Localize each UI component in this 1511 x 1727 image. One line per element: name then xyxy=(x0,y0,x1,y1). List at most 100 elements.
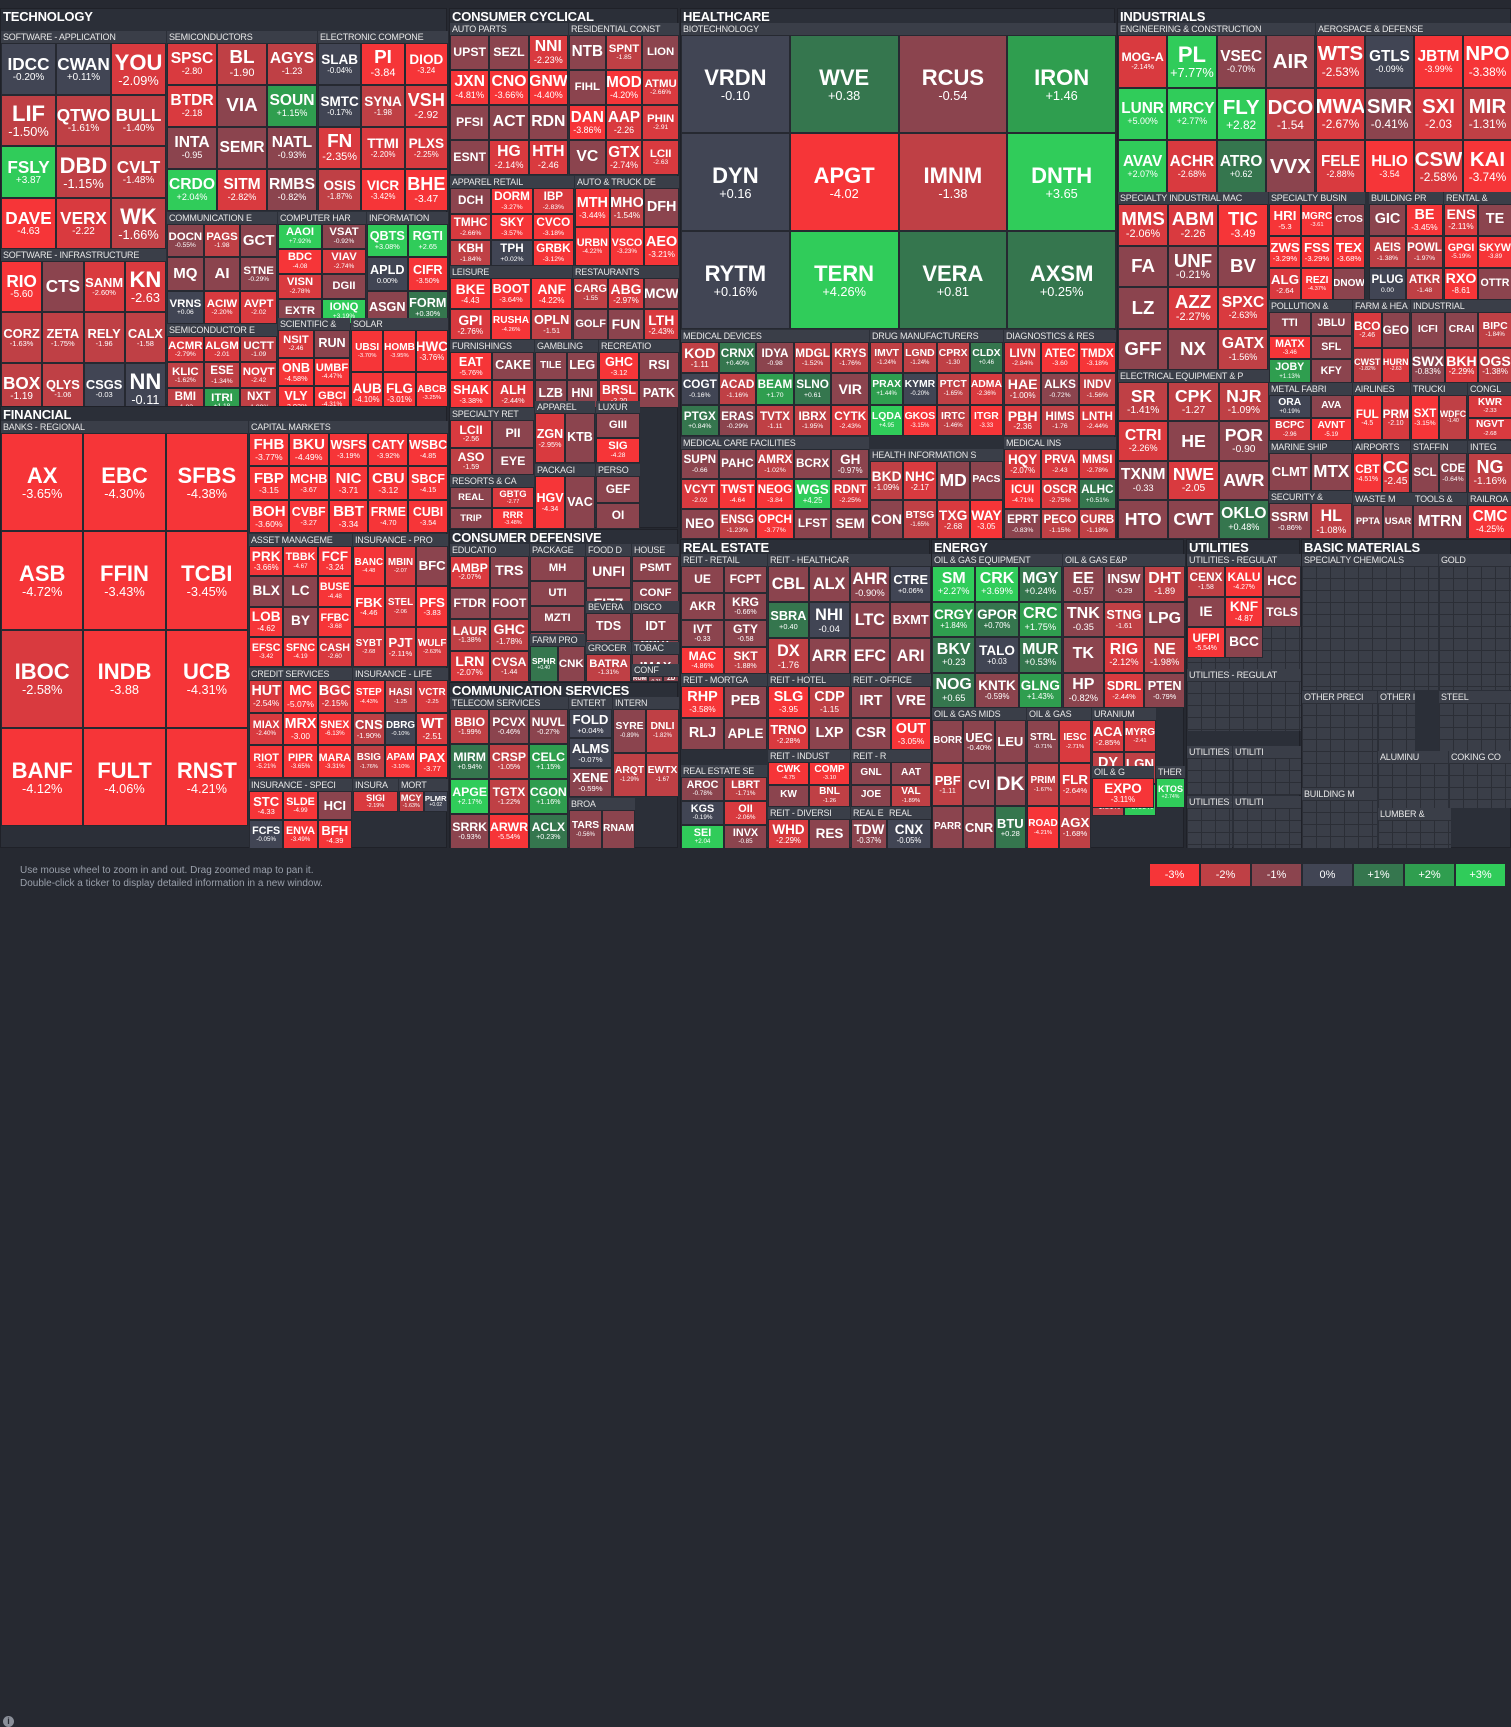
ticker-tile[interactable]: LEG xyxy=(566,352,598,380)
ticker-tile[interactable]: CUBI -3.54 xyxy=(408,499,448,533)
ticker-tile[interactable]: KW xyxy=(768,784,809,807)
ticker-tile[interactable]: AEO -3.21% xyxy=(644,227,679,266)
ticker-tile[interactable]: VAC xyxy=(565,476,595,529)
ticker-tile[interactable]: GIC xyxy=(1369,204,1406,236)
ticker-tile[interactable]: DAN -3.86% xyxy=(569,105,606,140)
ticker-tile[interactable]: CWK -4.75 xyxy=(768,762,809,785)
ticker-tile[interactable]: JBTM -3.99% xyxy=(1414,35,1463,88)
ticker-tile[interactable]: CPRX -1.30 xyxy=(936,342,970,374)
industry-group[interactable]: NSIT-2.46RUNONB-4.58%UMBF-4.47%VLY-3.93%… xyxy=(278,318,350,414)
industry-group[interactable]: GNL AAT JOE VAL -1.89% REIT - R xyxy=(851,750,931,807)
ticker-tile[interactable]: JOBY +1.13% xyxy=(1269,359,1311,383)
ticker-tile[interactable]: SMR -0.41% xyxy=(1365,87,1414,141)
industry-group[interactable]: STRL -0.71% IESC -2.71% PRIM -1.67% FLR -2.64% R… xyxy=(1027,708,1091,849)
ticker-tile[interactable]: CELC +1.15% xyxy=(528,744,568,779)
ticker-tile[interactable]: GIII xyxy=(596,413,640,438)
ticker-tile[interactable]: MYRG -2.41 xyxy=(1124,720,1156,752)
ticker-tile[interactable]: HAE -1.00% xyxy=(1004,373,1042,405)
ticker-tile[interactable]: MOG-A -2.14% xyxy=(1118,35,1168,88)
ticker-tile[interactable]: RSI xyxy=(639,352,679,380)
ticker-tile[interactable]: FUN xyxy=(608,309,644,340)
industry-group[interactable]: HGV -4.34 VAC PACKAGI xyxy=(535,464,595,529)
ticker-tile[interactable]: TRS xyxy=(489,556,529,588)
ticker-tile[interactable]: MRX -3.00 xyxy=(283,712,318,746)
ticker-tile[interactable]: NEOG -3.84 xyxy=(756,479,794,509)
ticker-tile[interactable]: ARQT -1.29% xyxy=(613,753,646,797)
ticker-tile[interactable]: ABM -2.26 xyxy=(1168,204,1218,246)
ticker-tile[interactable]: UE xyxy=(681,566,724,593)
ticker-tile[interactable]: FOOT xyxy=(489,587,529,619)
ticker-tile[interactable]: NATL -0.93% xyxy=(267,127,317,169)
industry-group[interactable]: PPTA USAR WASTE M xyxy=(1353,493,1413,539)
ticker-tile[interactable]: OUT -3.05% xyxy=(891,718,931,750)
ticker-tile[interactable]: TALO +0.03 xyxy=(975,637,1019,673)
ticker-tile[interactable]: TARS -0.56% xyxy=(569,810,602,849)
ticker-tile[interactable]: GTLS -0.09% xyxy=(1365,35,1414,88)
ticker-tile[interactable]: VVX xyxy=(1265,140,1315,193)
ticker-tile[interactable]: BTSG -1.65% xyxy=(903,500,937,539)
industry-group[interactable]: CBT -4.51% CC -2.45 AIRPORTS xyxy=(1353,441,1410,493)
ticker-tile[interactable]: LNTH -2.44% xyxy=(1078,404,1116,436)
ticker-tile[interactable]: HWC -3.76% xyxy=(415,330,448,372)
ticker-tile[interactable]: FLR -2.64% xyxy=(1059,763,1091,806)
ticker-tile[interactable]: CMC -4.25% xyxy=(1468,505,1511,539)
ticker-tile[interactable]: PAX -3.77 xyxy=(416,745,448,778)
ticker-tile[interactable]: IBRX -1.95% xyxy=(793,404,832,436)
industry-group[interactable]: CNX -0.05% REAL xyxy=(887,807,931,849)
ticker-tile[interactable]: SEM xyxy=(831,509,869,539)
ticker-tile[interactable]: BOH -3.60% xyxy=(249,499,289,533)
sector-communication-services[interactable]: COMMUNICATION SERVICES BBIO -1.99% PCVX -0.4… xyxy=(449,682,679,849)
industry-group[interactable]: SXT -3.15% WDFC -1.40 TRUCKI xyxy=(1411,383,1467,440)
ticker-tile[interactable]: BHE -3.47 xyxy=(404,169,448,211)
ticker-tile[interactable]: IDT xyxy=(632,613,679,641)
heat-map[interactable]: TECHNOLOGY IDCC -0.20% CWAN +0.11% YOU -2.09% L… xyxy=(0,0,1511,849)
ticker-tile[interactable]: STNE -0.29% xyxy=(240,257,277,291)
ticker-tile[interactable]: CWST -1.82% xyxy=(1353,347,1382,383)
ticker-tile[interactable]: PATK xyxy=(639,380,679,408)
ticker-tile[interactable]: SKT -1.88% xyxy=(724,647,767,674)
ticker-tile[interactable]: BUSE -4.48 xyxy=(317,576,352,607)
ticker-tile[interactable]: SKY -3.57% xyxy=(491,214,533,240)
ticker-tile[interactable]: INDV -1.56% xyxy=(1078,373,1116,405)
ticker-tile[interactable]: BSIG -1.76% xyxy=(353,745,385,778)
ticker-tile[interactable]: DBRG -0.10% xyxy=(384,712,417,746)
sector-consumer-cyclical[interactable]: CONSUMER CYCLICAL UPST SEZL NNI -2.23% JXN -4.… xyxy=(449,8,679,529)
ticker-tile[interactable]: INDB -3.88 xyxy=(83,629,166,728)
industry-group[interactable]: DOCN -0.55% PAGS -1.98 GCT MQ AI STNE -0.29% VRNS… xyxy=(167,212,277,324)
ticker-tile[interactable]: BKE -4.43 xyxy=(450,278,491,309)
ticker-tile[interactable]: CON xyxy=(870,500,904,539)
ticker-tile[interactable]: RYTM +0.16% xyxy=(681,231,790,329)
ticker-tile[interactable]: RELY -1.96 xyxy=(83,312,125,363)
ticker-tile[interactable]: RLJ xyxy=(681,718,724,750)
industry-group[interactable]: NTB SPNT -1.85 LION FIHL MOD -4.20% ATMU -2.66% D… xyxy=(569,23,679,175)
ticker-tile[interactable]: LBRT -1.71% xyxy=(724,777,767,801)
ticker-tile[interactable]: NOVT -2.42 xyxy=(240,362,277,388)
ticker-tile[interactable]: MHO -1.54% xyxy=(609,188,645,227)
ticker-tile[interactable]: MMSI -2.78% xyxy=(1078,449,1116,479)
ticker-tile[interactable]: BV xyxy=(1218,245,1268,287)
ticker-tile[interactable]: SFNC -4.19 xyxy=(283,636,318,667)
ticker-tile[interactable]: AZZ -2.27% xyxy=(1168,287,1218,329)
ticker-tile[interactable]: SMTC -0.17% xyxy=(318,85,362,127)
ticker-tile[interactable]: VCYT -2.02 xyxy=(681,479,719,509)
industry-group[interactable]: OTHER IND xyxy=(1378,691,1415,751)
ticker-tile[interactable]: CNR xyxy=(963,806,995,849)
ticker-tile[interactable]: RES xyxy=(809,819,850,849)
industry-group[interactable]: CARG -1.55 ABG -2.97% MCW GOLF FUN LTH -2.43% RES… xyxy=(573,266,679,340)
ticker-tile[interactable]: IBP -2.83% xyxy=(532,188,574,214)
ticker-tile[interactable]: ZWS -3.29% xyxy=(1269,236,1301,268)
ticker-tile[interactable]: CVBF -3.27 xyxy=(288,499,329,533)
ticker-tile[interactable]: CRAI xyxy=(1444,312,1479,348)
ticker-tile[interactable]: PRM -2.10 xyxy=(1381,395,1410,440)
industry-group[interactable]: HUT -2.54% MC -5.07% BGC -2.15% MIAX -2.40% MRX -… xyxy=(249,668,352,778)
ticker-tile[interactable]: TRNO -2.28% xyxy=(768,718,809,750)
ticker-tile[interactable]: GRBK -3.12% xyxy=(532,240,574,266)
ticker-tile[interactable]: ASO -1.59 xyxy=(450,447,492,475)
ticker-tile[interactable]: BOX -1.19 xyxy=(1,363,43,414)
ticker-tile[interactable]: NX xyxy=(1168,328,1218,370)
ticker-tile[interactable]: STEL -2.06 xyxy=(384,586,417,627)
ticker-tile[interactable]: HRI -5.3 xyxy=(1269,204,1301,236)
ticker-tile[interactable]: VIA xyxy=(217,85,267,127)
ticker-tile[interactable]: GEF xyxy=(596,476,640,503)
ticker-tile[interactable]: MMS -2.06% xyxy=(1118,204,1168,246)
